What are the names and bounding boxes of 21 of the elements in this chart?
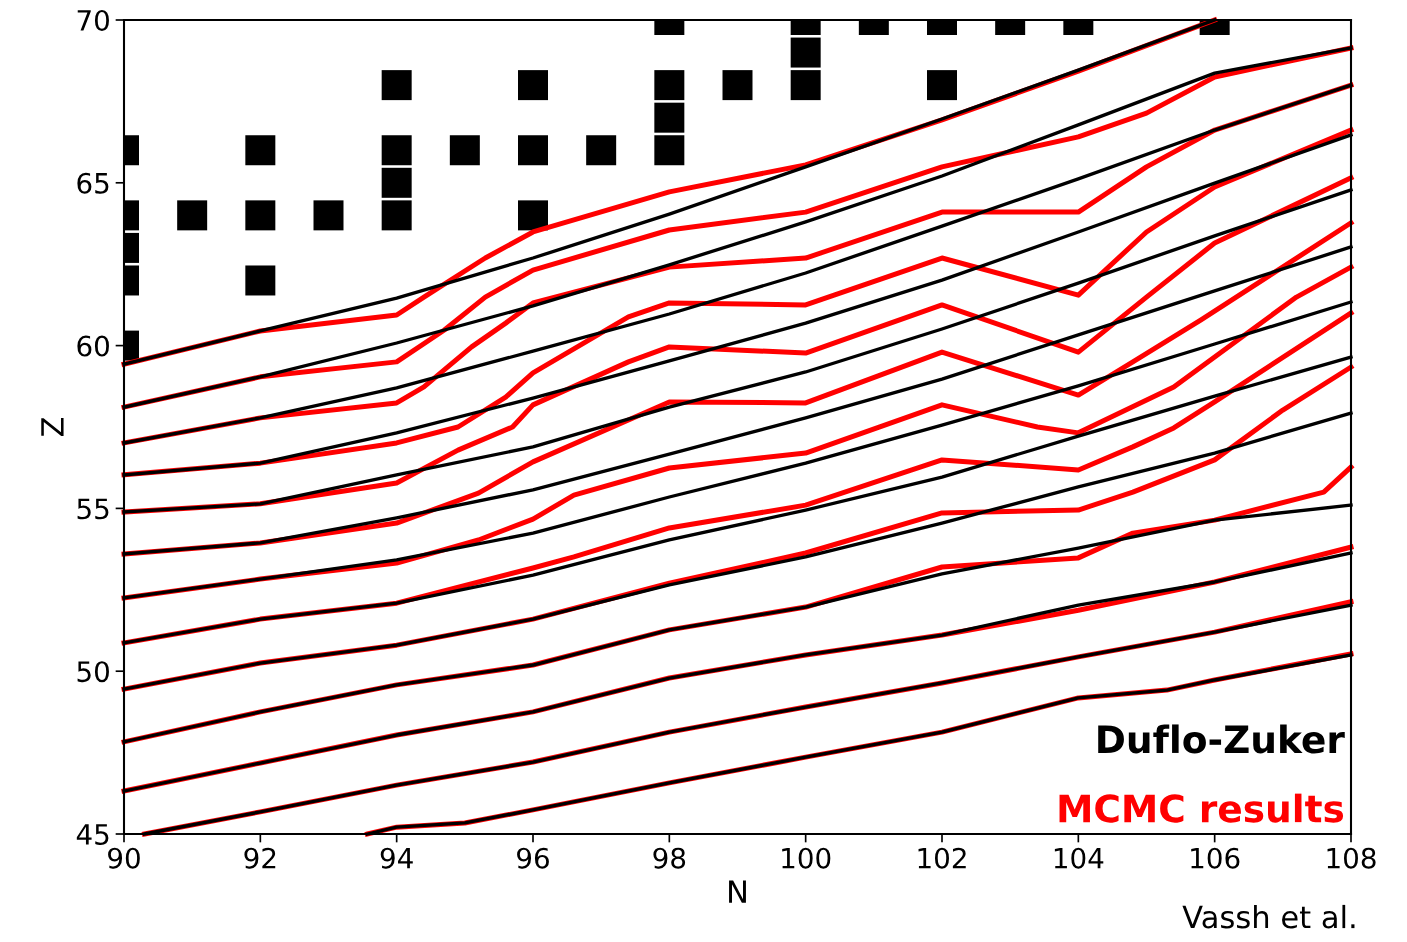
text: Vassh et al. — [1182, 904, 1355, 929]
x-axis-title: N — [729, 880, 746, 903]
y-tick-label: 45 — [76, 824, 109, 845]
text: Duflo-Zuker — [1098, 724, 1345, 754]
x-tick-label: 92 — [244, 847, 276, 869]
x-tick-label: 90 — [108, 847, 140, 869]
y-tick-label: 55 — [77, 498, 109, 520]
x-tick-label: 100 — [782, 847, 831, 869]
y-axis-title: Z — [41, 417, 64, 437]
x-tick-label: 104 — [1054, 847, 1104, 869]
x-tick-label: 106 — [1191, 847, 1240, 869]
x-tick-label: 98 — [653, 847, 686, 869]
x-tick-label: 108 — [1327, 847, 1376, 869]
x-tick-label: 102 — [918, 847, 966, 869]
y-tick-label: 70 — [77, 9, 109, 31]
text: MCMC results — [1059, 793, 1344, 823]
y-tick-label: 60 — [77, 335, 109, 357]
y-tick-label: 50 — [77, 661, 109, 683]
y-tick-label: 65 — [77, 172, 109, 194]
x-tick-label: 96 — [517, 847, 549, 869]
x-tick-label: 94 — [380, 847, 413, 869]
